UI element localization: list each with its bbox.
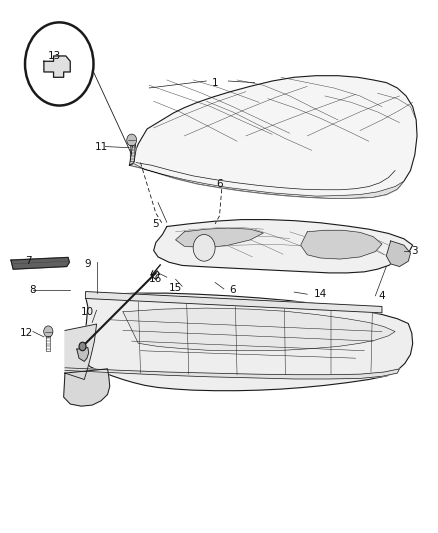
Circle shape [127, 134, 136, 146]
Text: 6: 6 [229, 286, 236, 295]
Text: 15: 15 [169, 283, 182, 293]
Polygon shape [65, 368, 399, 379]
Text: 7: 7 [25, 256, 32, 266]
Polygon shape [65, 324, 96, 379]
Text: 3: 3 [410, 246, 417, 255]
Polygon shape [129, 76, 416, 198]
Polygon shape [64, 369, 110, 406]
Polygon shape [129, 164, 403, 198]
Text: 11: 11 [94, 142, 107, 151]
Text: 12: 12 [20, 328, 33, 338]
Polygon shape [85, 292, 381, 313]
Polygon shape [175, 228, 263, 248]
Circle shape [44, 326, 53, 337]
Circle shape [79, 342, 86, 351]
Circle shape [193, 235, 215, 261]
Text: 14: 14 [313, 289, 326, 299]
Circle shape [25, 22, 93, 106]
Text: 13: 13 [48, 51, 61, 61]
Text: 6: 6 [215, 179, 223, 189]
Polygon shape [44, 56, 70, 77]
Polygon shape [153, 220, 412, 273]
Polygon shape [129, 136, 136, 165]
Text: 16: 16 [149, 274, 162, 284]
Text: 10: 10 [81, 307, 94, 317]
Polygon shape [123, 308, 394, 351]
Polygon shape [385, 241, 410, 266]
Text: 4: 4 [378, 291, 385, 301]
Text: 8: 8 [29, 286, 36, 295]
Text: 5: 5 [152, 219, 159, 229]
Polygon shape [11, 257, 69, 269]
Polygon shape [84, 293, 412, 391]
Polygon shape [77, 348, 88, 361]
Polygon shape [300, 230, 381, 259]
Text: 1: 1 [211, 78, 218, 87]
Text: 9: 9 [84, 259, 91, 269]
